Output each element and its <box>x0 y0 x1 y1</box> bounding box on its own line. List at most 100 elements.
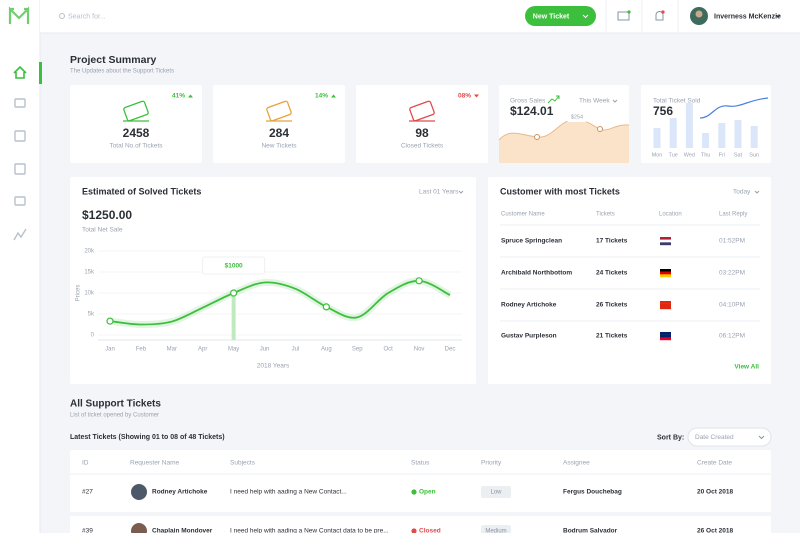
sort-label: Sort By: <box>657 434 684 441</box>
y-axis-label: Prices <box>76 285 82 302</box>
x-tick-label: Jan <box>105 347 115 353</box>
notification-icon[interactable] <box>655 11 664 21</box>
x-tick-label: Nov <box>414 347 425 353</box>
tickets-sold-trend <box>699 97 769 119</box>
nav-contacts[interactable] <box>14 130 26 142</box>
location-flag <box>660 271 671 275</box>
tooltip <box>567 111 587 122</box>
ticket-id: #39 <box>82 528 93 533</box>
customer-tickets: 17 Tickets <box>596 238 628 245</box>
card-value: 98 <box>415 126 429 140</box>
column-header: Priority <box>481 460 502 467</box>
x-tick-label: Sep <box>352 347 363 353</box>
new-ticket-label: New Ticket <box>533 13 570 20</box>
view-all-link[interactable]: View All <box>734 364 759 371</box>
user-name[interactable]: Inverness McKenzie <box>714 13 781 20</box>
x-tick-label: Aug <box>321 347 332 353</box>
location-flag <box>660 303 671 307</box>
bar <box>734 120 742 148</box>
location-flag <box>660 274 671 278</box>
nav-chat[interactable] <box>14 196 26 206</box>
highlight-bar <box>231 293 236 340</box>
day-label: Wed <box>684 152 695 158</box>
gross-sales-area <box>499 119 629 163</box>
day-label: Thu <box>701 152 710 158</box>
customer-tickets: 26 Tickets <box>596 302 628 309</box>
change-percent: 14% <box>315 93 328 100</box>
new-ticket-button[interactable] <box>525 6 596 26</box>
x-tick-label: May <box>228 347 239 353</box>
location-flag <box>660 239 671 243</box>
card <box>70 177 476 384</box>
location-flag <box>660 337 671 341</box>
column-header: Customer Name <box>501 212 545 218</box>
column-header: ID <box>82 460 89 467</box>
tickets-showing: Latest Tickets (Showing 01 to 08 of 48 T… <box>70 434 225 441</box>
x-tick-label: Oct <box>384 347 394 353</box>
priority-badge <box>481 486 511 498</box>
nav-analytics[interactable] <box>13 228 27 241</box>
card <box>70 85 202 163</box>
y-tick-label: 5k <box>88 312 95 318</box>
sort-caret[interactable] <box>758 435 765 440</box>
location-flag <box>660 269 671 272</box>
nav-reports[interactable] <box>14 163 26 175</box>
tickets-sold-label: Total Ticket Sold <box>653 98 701 105</box>
row-divider <box>70 512 771 516</box>
customer-name: Rodney Artichoke <box>501 302 557 309</box>
sidebar <box>0 0 40 533</box>
last-reply: 06:12PM <box>719 333 745 340</box>
gross-sales-label: Gross Sales <box>510 98 546 105</box>
bar <box>750 126 758 148</box>
x-tick-label: Jul <box>292 347 300 353</box>
customer-name: Gustav Purpleson <box>501 333 557 340</box>
nav-tickets[interactable] <box>14 98 26 108</box>
card-value: 2458 <box>123 126 150 140</box>
column-header: Requester Name <box>130 460 180 467</box>
nav-home[interactable] <box>13 65 27 79</box>
card-label: Total No.of Tickets <box>109 143 163 150</box>
x-tick-label: Apr <box>198 347 207 353</box>
mail-icon[interactable] <box>617 11 630 21</box>
new-ticket-caret[interactable] <box>582 14 589 19</box>
x-tick-label: Dec <box>445 347 456 353</box>
change-percent: 41% <box>172 93 185 100</box>
section-subtitle: List of ticket opened by Customer <box>70 413 159 419</box>
search-input[interactable]: Search for... <box>68 13 106 20</box>
sort-select[interactable] <box>687 427 772 447</box>
change-down-arrow <box>474 94 479 98</box>
user-avatar-face <box>695 10 703 18</box>
period-caret[interactable] <box>754 190 760 194</box>
period-caret[interactable] <box>458 190 464 194</box>
ticket-date: 26 Oct 2018 <box>697 528 734 533</box>
point <box>322 303 330 311</box>
card-value: 284 <box>269 126 289 140</box>
y-tick-label: 0 <box>91 333 95 339</box>
search-icon <box>59 13 65 19</box>
bar <box>702 133 710 148</box>
bar <box>653 128 661 148</box>
tooltip-label: $1000 <box>225 263 243 270</box>
day-label: Sat <box>734 152 743 158</box>
user-caret[interactable] <box>775 14 781 18</box>
point <box>415 277 423 285</box>
ticket-status: Closed <box>419 528 441 533</box>
change-percent: 08% <box>458 93 471 100</box>
day-label: Tue <box>669 152 678 158</box>
logo[interactable] <box>8 6 30 24</box>
requester-name: Rodney Artichoke <box>152 489 208 496</box>
change-up-arrow <box>188 94 193 98</box>
column-header: Status <box>411 460 430 467</box>
last-reply: 04:10PM <box>719 302 745 309</box>
last-reply: 03:22PM <box>719 270 745 277</box>
change-up-arrow <box>331 94 336 98</box>
status-icon <box>411 528 417 533</box>
bar <box>718 123 726 148</box>
section-title: Project Summary <box>70 54 157 66</box>
x-tick-label: Feb <box>136 347 147 353</box>
column-header: Tickets <box>596 212 615 218</box>
period-caret[interactable] <box>612 99 618 103</box>
ticket-icon <box>123 100 149 122</box>
